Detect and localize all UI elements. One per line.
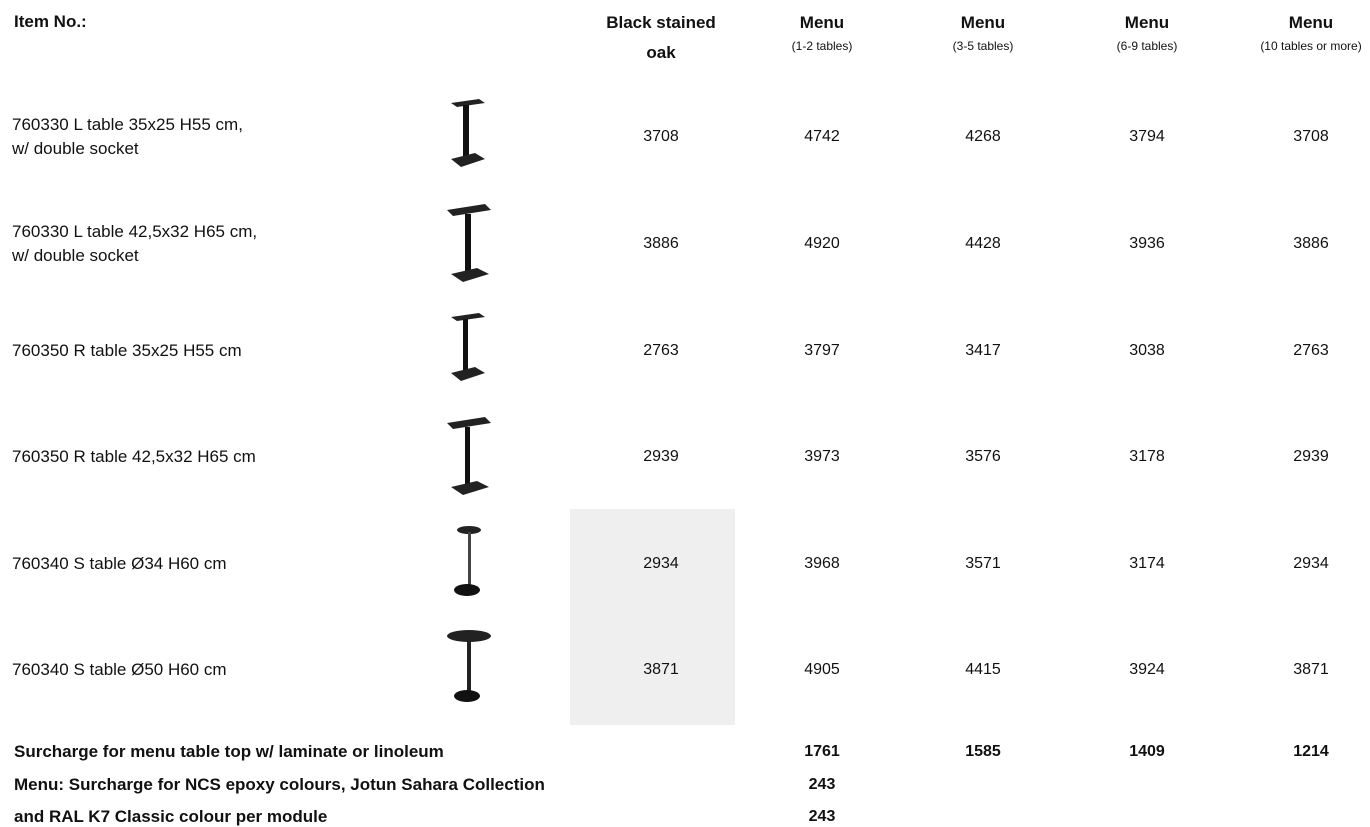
product-image: [447, 630, 491, 702]
label-line: 760330 L table 35x25 H55 cm,: [12, 115, 243, 134]
row-label: 760340 S table Ø34 H60 cm: [12, 552, 227, 576]
item-header: Item No.:: [14, 12, 87, 31]
column-sub: (6-9 tables): [1116, 39, 1178, 53]
price: 3174: [1129, 555, 1165, 572]
price: 3871: [1293, 661, 1329, 678]
column-header: Menu (6-9 tables): [1117, 8, 1178, 54]
surcharge-price: 1761: [804, 743, 840, 760]
price: 4920: [804, 235, 840, 252]
price: 3886: [643, 235, 679, 252]
price: 3936: [1129, 235, 1165, 252]
row-label: 760350 R table 35x25 H55 cm: [12, 339, 242, 363]
label-line: 760350 R table 35x25 H55 cm: [12, 341, 242, 360]
label-line: w/ double socket: [12, 139, 139, 158]
column-header: Menu (10 tables or more): [1260, 8, 1361, 54]
price: 2763: [643, 342, 679, 359]
label-line: 760350 R table 42,5x32 H65 cm: [12, 447, 256, 466]
column-title: Menu: [960, 13, 1006, 32]
price: 3576: [965, 448, 1001, 465]
surcharge-label: Surcharge for menu table top w/ laminate…: [14, 742, 444, 761]
price: 4905: [804, 661, 840, 678]
price: 3708: [643, 128, 679, 145]
row-label: 760330 L table 35x25 H55 cm, w/ double so…: [12, 113, 243, 161]
product-image: [447, 417, 491, 495]
price: 3794: [1129, 128, 1165, 145]
surcharge-price: 243: [808, 776, 836, 793]
surcharge-price: 1214: [1293, 743, 1329, 760]
price: 3417: [965, 342, 1001, 359]
price: 3886: [1293, 235, 1329, 252]
price: 4268: [965, 128, 1001, 145]
label-line: 760340 S table Ø50 H60 cm: [12, 660, 227, 679]
column-title: Menu: [799, 13, 845, 32]
column-header: Menu (3-5 tables): [953, 8, 1014, 54]
highlight: [570, 509, 735, 725]
price: 3178: [1129, 448, 1165, 465]
column-title: Menu: [1124, 13, 1170, 32]
column-header: Menu (1-2 tables): [792, 8, 853, 54]
price: 4415: [965, 661, 1001, 678]
column-title: Black stained: [606, 13, 716, 32]
price: 4428: [965, 235, 1001, 252]
surcharge-price: 243: [808, 808, 836, 825]
label-line: w/ double socket: [12, 246, 139, 265]
product-image: [447, 204, 491, 282]
price: 3571: [965, 555, 1001, 572]
column-header: Black stained oak: [606, 8, 716, 68]
price: 3797: [804, 342, 840, 359]
price: 2934: [1293, 555, 1329, 572]
price: 3973: [804, 448, 840, 465]
price: 3038: [1129, 342, 1165, 359]
product-image: [451, 99, 485, 167]
price: 3968: [804, 555, 840, 572]
label-line: 760340 S table Ø34 H60 cm: [12, 554, 227, 573]
column-sub: (3-5 tables): [952, 39, 1014, 53]
column-sub: (1-2 tables): [791, 39, 853, 53]
price: 2939: [643, 448, 679, 465]
product-image: [451, 313, 485, 381]
column-title: oak: [646, 43, 676, 62]
column-sub: (10 tables or more): [1260, 39, 1362, 53]
price: 2763: [1293, 342, 1329, 359]
row-label: 760330 L table 42,5x32 H65 cm, w/ double …: [12, 220, 257, 268]
column-title: Menu: [1288, 13, 1334, 32]
row-label: 760350 R table 42,5x32 H65 cm: [12, 445, 256, 469]
price: 4742: [804, 128, 840, 145]
product-image: [454, 526, 481, 596]
price: 3871: [643, 661, 679, 678]
surcharge-label: and RAL K7 Classic colour per module: [14, 807, 328, 826]
price: 2939: [1293, 448, 1329, 465]
price: 2934: [643, 555, 679, 572]
price: 3708: [1293, 128, 1329, 145]
row-label: 760340 S table Ø50 H60 cm: [12, 658, 227, 682]
price: 3924: [1129, 661, 1165, 678]
surcharge-price: 1585: [965, 743, 1001, 760]
surcharge-price: 1409: [1129, 743, 1165, 760]
label-line: 760330 L table 42,5x32 H65 cm,: [12, 222, 258, 241]
surcharge-label: Menu: Surcharge for NCS epoxy colours, J…: [14, 775, 545, 794]
